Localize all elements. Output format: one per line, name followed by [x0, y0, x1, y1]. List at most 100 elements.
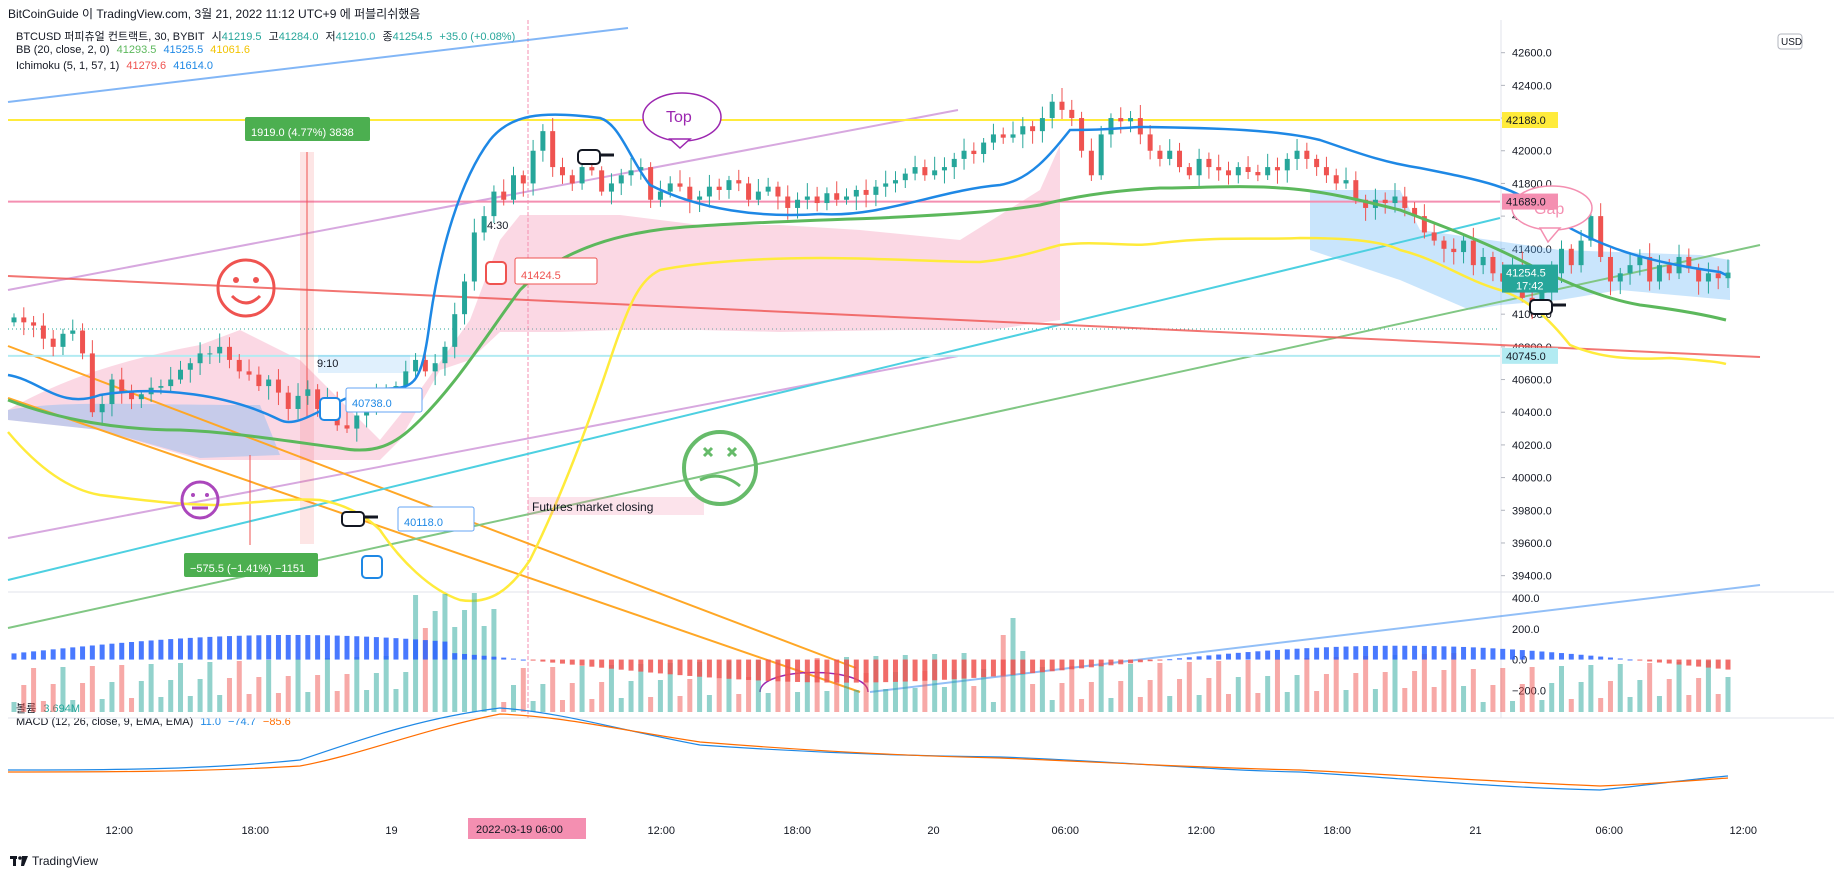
- price-label-40738: 40738.0: [352, 398, 392, 410]
- crosshair-time-label: 2022-03-19 06:00: [476, 824, 563, 836]
- candle-body: [1402, 196, 1408, 208]
- volume-bar: [21, 685, 27, 712]
- volume-bar: [1588, 665, 1594, 712]
- macd-hist-bar: [285, 634, 291, 660]
- candle-body: [11, 317, 17, 323]
- currency-label: USD: [1781, 37, 1802, 48]
- macd-hist-bar: [373, 637, 379, 660]
- smiley-happy-icon: [216, 258, 276, 318]
- volume-bar: [393, 689, 399, 712]
- candle-body: [1353, 180, 1359, 200]
- volume-bar: [246, 694, 252, 712]
- candle-body: [520, 175, 526, 184]
- candle-body: [1088, 150, 1094, 176]
- volume-bar: [775, 676, 781, 712]
- price-tag-countdown: 17:42: [1516, 281, 1544, 293]
- macd-hist-bar: [608, 659, 614, 669]
- volume-bar: [559, 700, 565, 712]
- macd-hist-bar: [148, 640, 154, 660]
- trendline-cyan: [7, 217, 1501, 581]
- macd-hist-bar: [1186, 657, 1192, 660]
- macd-hist-bar: [1343, 646, 1349, 660]
- volume-bar: [1500, 668, 1506, 712]
- macd-hist-bar: [1617, 658, 1623, 660]
- candle-body: [1128, 118, 1134, 122]
- volume-bar: [129, 698, 135, 712]
- volume-bar: [119, 665, 125, 712]
- candle-body: [413, 359, 419, 372]
- price-tick-label: 42400.0: [1512, 80, 1552, 92]
- x-tick-label: 12:00: [1730, 825, 1758, 837]
- macd-hist-bar: [1245, 652, 1251, 660]
- macd-hist-bar: [1294, 648, 1300, 660]
- candle-body: [187, 363, 193, 370]
- volume-bar: [1696, 678, 1702, 712]
- macd-hist-bar: [1461, 646, 1467, 660]
- volume-bar: [1539, 700, 1545, 712]
- candle-body: [912, 167, 918, 174]
- volume-bar: [1294, 675, 1300, 712]
- candle-body: [902, 173, 908, 181]
- hand-pointer-icon: [1529, 299, 1553, 315]
- macd-hist-bar: [21, 652, 27, 660]
- price-label-40118: 40118.0: [404, 517, 443, 529]
- macd-hist-bar: [814, 659, 820, 683]
- volume-bar: [1186, 662, 1192, 712]
- volume-bar: [1519, 684, 1525, 712]
- volume-bar: [1617, 664, 1623, 712]
- volume-bar: [1637, 680, 1643, 712]
- candle-body: [168, 379, 174, 387]
- crosshair-time-box: [468, 818, 586, 839]
- candle-body: [1588, 216, 1594, 241]
- volume-bar: [1705, 661, 1711, 712]
- legend-macd-name: MACD (12, 26, close, 9, EMA, EMA): [16, 716, 194, 728]
- volume-bar: [941, 687, 947, 712]
- volume-bar: [1245, 660, 1251, 712]
- volume-bar: [256, 677, 262, 712]
- macd-hist-bar: [922, 659, 928, 681]
- candle-body: [726, 180, 732, 190]
- volume-bar: [1020, 651, 1026, 712]
- volume-bar: [1167, 696, 1173, 712]
- candle-body: [530, 150, 536, 184]
- volume-bar: [1470, 669, 1476, 712]
- volume-bar: [804, 675, 810, 712]
- macd-hist-bar: [60, 648, 66, 660]
- macd-hist-bar: [432, 640, 438, 660]
- volume-bar: [1030, 684, 1036, 712]
- volume-bar: [1676, 662, 1682, 712]
- candle-body: [863, 189, 869, 195]
- candle-body: [1725, 272, 1731, 279]
- candle-body: [990, 134, 996, 143]
- price-tag-label: 41254.5: [1506, 268, 1546, 280]
- legend-bb-lower: 41061.6: [210, 44, 251, 56]
- candle-body: [1333, 175, 1339, 184]
- volume-bar: [1461, 686, 1467, 712]
- candle-body: [1118, 118, 1124, 122]
- volume-bar: [344, 674, 350, 712]
- macd-hist-bar: [138, 641, 144, 660]
- macd-hist-bar: [452, 653, 458, 660]
- legend-bb-upper: 41525.5: [163, 44, 204, 56]
- smiley-dizzy-icon: [682, 430, 758, 506]
- volume-bar: [373, 673, 379, 712]
- bb-upper-band: [7, 113, 1727, 424]
- macd-hist-bar: [648, 659, 654, 673]
- candle-body: [667, 183, 673, 192]
- trendline-red: [7, 275, 1761, 358]
- candle-body: [814, 196, 820, 204]
- macd-hist-bar: [226, 636, 232, 660]
- candle-body: [89, 353, 95, 413]
- volume-bar: [1304, 658, 1310, 712]
- macd-hist-bar: [530, 659, 536, 661]
- macd-hist-bar: [501, 657, 507, 660]
- candle-body: [795, 199, 801, 208]
- volume-bar: [599, 682, 605, 712]
- candle-body: [1079, 118, 1085, 151]
- candle-body: [618, 175, 624, 184]
- candle-body: [31, 322, 37, 326]
- macd-hist-bar: [1392, 645, 1398, 660]
- macd-hist-bar: [1147, 659, 1153, 662]
- candle-body: [129, 392, 135, 400]
